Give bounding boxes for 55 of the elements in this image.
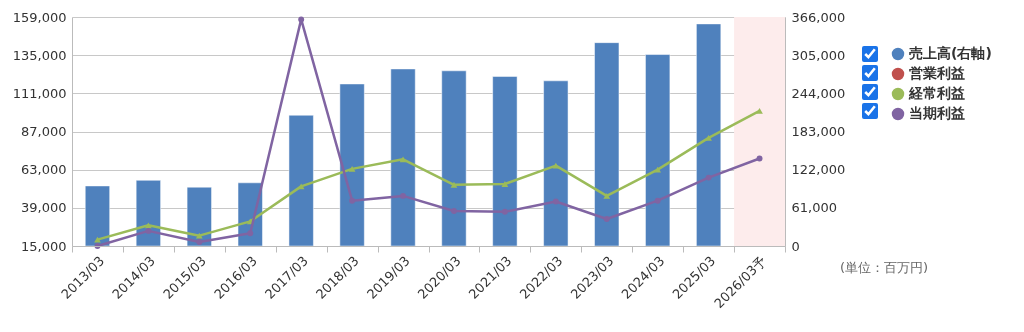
point [94, 236, 101, 243]
y-tick-label: 63,000 [21, 162, 67, 178]
point [756, 107, 763, 114]
point [654, 197, 661, 204]
legend-label: 営業利益 [909, 65, 965, 81]
bar [696, 23, 722, 247]
bar [288, 114, 314, 247]
point [400, 192, 406, 199]
bar [339, 83, 365, 247]
bar [135, 180, 161, 247]
bar [594, 42, 620, 247]
legend-label: 経常利益 [908, 85, 965, 101]
legend-label: 当期利益 [909, 105, 965, 121]
point [501, 208, 508, 215]
y2-tick-label: 122,000 [791, 162, 846, 178]
point [399, 156, 407, 163]
bar [390, 68, 416, 247]
point [552, 198, 559, 205]
y-tick-label: 159,000 [12, 9, 67, 25]
y-tick-label: 111,000 [12, 85, 67, 101]
bar [543, 80, 569, 247]
y2-tick-label: 61,000 [791, 200, 837, 216]
point [603, 216, 610, 222]
y2-tick-label: 244,000 [791, 85, 846, 101]
y-tick-label: 87,000 [21, 124, 67, 139]
point [196, 239, 203, 245]
point [705, 134, 712, 141]
point [501, 181, 509, 187]
y-tick-label: 135,000 [12, 47, 67, 63]
point [552, 162, 560, 169]
y-tick-label: 39,000 [21, 200, 67, 216]
point [705, 174, 712, 181]
point [756, 155, 763, 162]
bar [441, 70, 467, 247]
bar [492, 76, 518, 247]
y2-tick-label: 305,000 [791, 47, 846, 63]
bar [645, 54, 671, 247]
point [145, 222, 152, 229]
point [654, 166, 662, 173]
y-tick-label: 15,000 [21, 238, 67, 254]
point [195, 232, 203, 239]
text: (単位：百万円) [840, 259, 929, 277]
y2-tick-label: 0 [791, 238, 800, 254]
point [450, 181, 458, 188]
point [603, 193, 611, 199]
point [349, 197, 356, 204]
legend-label: 売上高(右軸) [909, 45, 992, 61]
point [145, 227, 152, 234]
y2-tick-label: 183,000 [791, 124, 846, 139]
point [451, 208, 457, 214]
point [348, 165, 356, 172]
point [247, 230, 254, 237]
point [298, 16, 305, 23]
y2-tick-label: 366,000 [791, 9, 846, 25]
bar [84, 185, 110, 247]
